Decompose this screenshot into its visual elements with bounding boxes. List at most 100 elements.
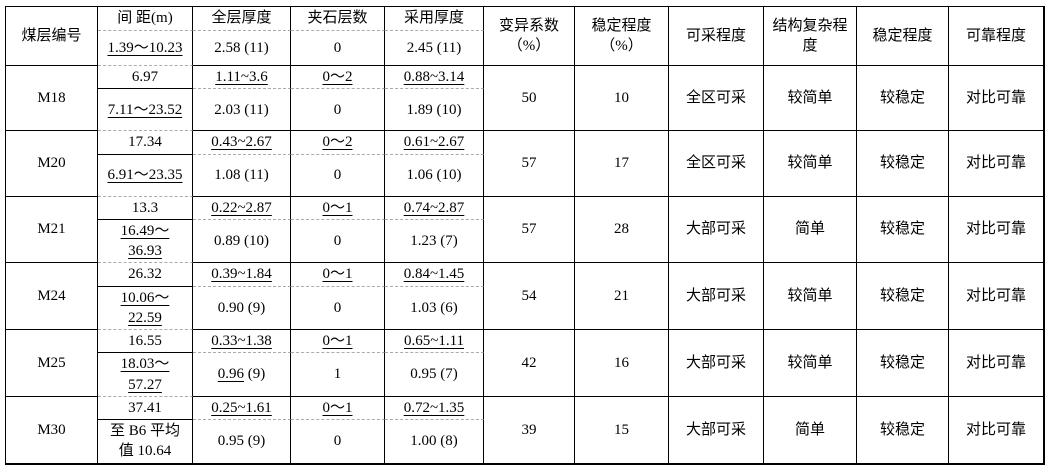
range-value: 0～1 — [322, 266, 353, 283]
spacing-top-cell: 37.41 — [98, 396, 193, 420]
range-value: 0～1 — [322, 333, 353, 349]
full-thickness-range-cell: 0.25~1.61 — [193, 396, 291, 420]
spacing-top-cell: 13.3 — [98, 196, 193, 220]
variation-coefficient-cell: 57 — [484, 196, 575, 264]
adopted-avg-cell: 1.89 (10) — [385, 89, 484, 132]
range-value: 0.74~2.87 — [403, 199, 465, 216]
reliability-cell: 对比可靠 — [949, 330, 1044, 397]
stability-pct-cell: 21 — [575, 263, 669, 330]
range-value: 6.91～23.35 — [107, 166, 183, 183]
parting-range-cell: 0～1 — [291, 396, 385, 420]
variation-coefficient-cell: 39 — [484, 396, 575, 464]
variation-coefficient-cell: 57 — [484, 131, 575, 197]
minability-cell: 大部可采 — [669, 396, 764, 464]
range-value: 10.06～ 22.59 — [120, 289, 170, 326]
range-value: 7.11～23.52 — [107, 101, 183, 118]
coal-seam-summary-table: 煤层编号 间 距(m) 全层厚度 夹石层数 采用厚度 变异系数 （%） 稳定程度… — [5, 6, 1045, 465]
header-variation-coefficient-label: 变异系数 （%） — [484, 7, 575, 66]
parting-range-cell: 0～2 — [291, 131, 385, 155]
range-value: 0.65~1.11 — [403, 333, 465, 349]
structure-complexity-cell: 较简单 — [764, 131, 857, 197]
header-spacing-label: 间 距(m) — [98, 7, 193, 31]
spacing-note-value: 至 B6 平均 值 10.64 — [109, 423, 180, 460]
header-adopted-thickness-label: 采用厚度 — [385, 7, 484, 31]
reliability-cell: 对比可靠 — [949, 66, 1044, 132]
structure-complexity-cell: 较简单 — [764, 263, 857, 330]
range-value: 0～1 — [322, 399, 353, 416]
parting-range-cell: 0～1 — [291, 330, 385, 354]
adopted-range-cell: 0.88~3.14 — [385, 66, 484, 90]
adopted-range-cell: 0.74~2.87 — [385, 196, 484, 220]
header-minability-label: 可采程度 — [669, 7, 764, 66]
stability-cell: 较稳定 — [857, 263, 949, 330]
range-value: 0～1 — [322, 199, 353, 216]
adopted-avg-cell: 1.00 (8) — [385, 420, 484, 464]
range-value: 0.84~1.45 — [403, 266, 465, 283]
range-value: 0～2 — [322, 134, 353, 151]
minability-cell: 大部可采 — [669, 263, 764, 330]
range-value: 0～2 — [322, 69, 353, 85]
parting-range-cell: 0～2 — [291, 66, 385, 90]
range-value: 0.33~1.38 — [211, 333, 272, 349]
full-thickness-range-cell: 0.33~1.38 — [193, 330, 291, 354]
header-stability-pct-label: 稳定程度 （%） — [575, 7, 669, 66]
header-adopted-thickness-value-cell: 2.45 (11) — [385, 31, 484, 66]
stability-cell: 较稳定 — [857, 131, 949, 197]
adopted-avg-cell: 1.06 (10) — [385, 154, 484, 197]
header-stability-label: 稳定程度 — [857, 7, 949, 66]
header-parting-count-value-cell: 0 — [291, 31, 385, 66]
reliability-cell: 对比可靠 — [949, 131, 1044, 197]
spacing-range-value: 1.39～10.23 — [107, 39, 183, 56]
stability-cell: 较稳定 — [857, 396, 949, 464]
spacing-range-cell: 至 B6 平均 值 10.64 — [98, 420, 193, 464]
range-value: 1.11~3.6 — [215, 69, 268, 85]
range-value: 0.88~3.14 — [403, 69, 465, 85]
parting-count-cell: 0 — [291, 286, 385, 330]
structure-complexity-cell: 简单 — [764, 396, 857, 464]
range-value: 0.72~1.35 — [403, 399, 465, 416]
full-thickness-avg-cell: 1.08 (11) — [193, 154, 291, 197]
seam-id-cell: M20 — [6, 131, 98, 197]
full-thickness-avg-cell: 2.03 (11) — [193, 89, 291, 132]
full-thickness-range-cell: 0.22~2.87 — [193, 196, 291, 220]
reliability-cell: 对比可靠 — [949, 396, 1044, 464]
stability-pct-cell: 16 — [575, 330, 669, 397]
range-value: 0.43~2.67 — [211, 134, 272, 151]
variation-coefficient-cell: 50 — [484, 66, 575, 132]
underlined-avg-value: 0.96 — [217, 366, 244, 383]
seam-id-cell: M18 — [6, 66, 98, 132]
full-thickness-range-cell: 0.39~1.84 — [193, 263, 291, 287]
parting-range-cell: 0～1 — [291, 196, 385, 220]
parting-count-cell: 0 — [291, 420, 385, 464]
full-thickness-avg-cell: 0.90 (9) — [193, 286, 291, 330]
spacing-top-cell: 6.97 — [98, 66, 193, 90]
seam-id-cell: M24 — [6, 263, 98, 330]
reliability-cell: 对比可靠 — [949, 263, 1044, 330]
adopted-avg-cell: 1.03 (6) — [385, 286, 484, 330]
range-value: 18.03～ 57.27 — [120, 356, 170, 393]
header-structure-complexity-label: 结构复杂程 度 — [764, 7, 857, 66]
structure-complexity-cell: 较简单 — [764, 330, 857, 397]
seam-id-cell: M30 — [6, 396, 98, 464]
minability-cell: 全区可采 — [669, 66, 764, 132]
header-full-thickness-label: 全层厚度 — [193, 7, 291, 31]
seam-id-cell: M21 — [6, 196, 98, 264]
stability-pct-cell: 17 — [575, 131, 669, 197]
full-thickness-range-cell: 0.43~2.67 — [193, 131, 291, 155]
stability-cell: 较稳定 — [857, 330, 949, 397]
spacing-top-cell: 26.32 — [98, 263, 193, 287]
stability-pct-cell: 10 — [575, 66, 669, 132]
range-value: 0.61~2.67 — [403, 134, 465, 151]
minability-cell: 大部可采 — [669, 196, 764, 264]
parting-count-cell: 1 — [291, 353, 385, 397]
parting-count-cell: 0 — [291, 154, 385, 197]
stability-pct-cell: 28 — [575, 196, 669, 264]
minability-cell: 全区可采 — [669, 131, 764, 197]
adopted-range-cell: 0.72~1.35 — [385, 396, 484, 420]
range-value: 0.22~2.87 — [211, 199, 272, 216]
full-thickness-avg-cell: 0.89 (10) — [193, 219, 291, 264]
range-value: 0.39~1.84 — [211, 266, 272, 283]
stability-cell: 较稳定 — [857, 66, 949, 132]
header-seam-label: 煤层编号 — [6, 7, 98, 66]
